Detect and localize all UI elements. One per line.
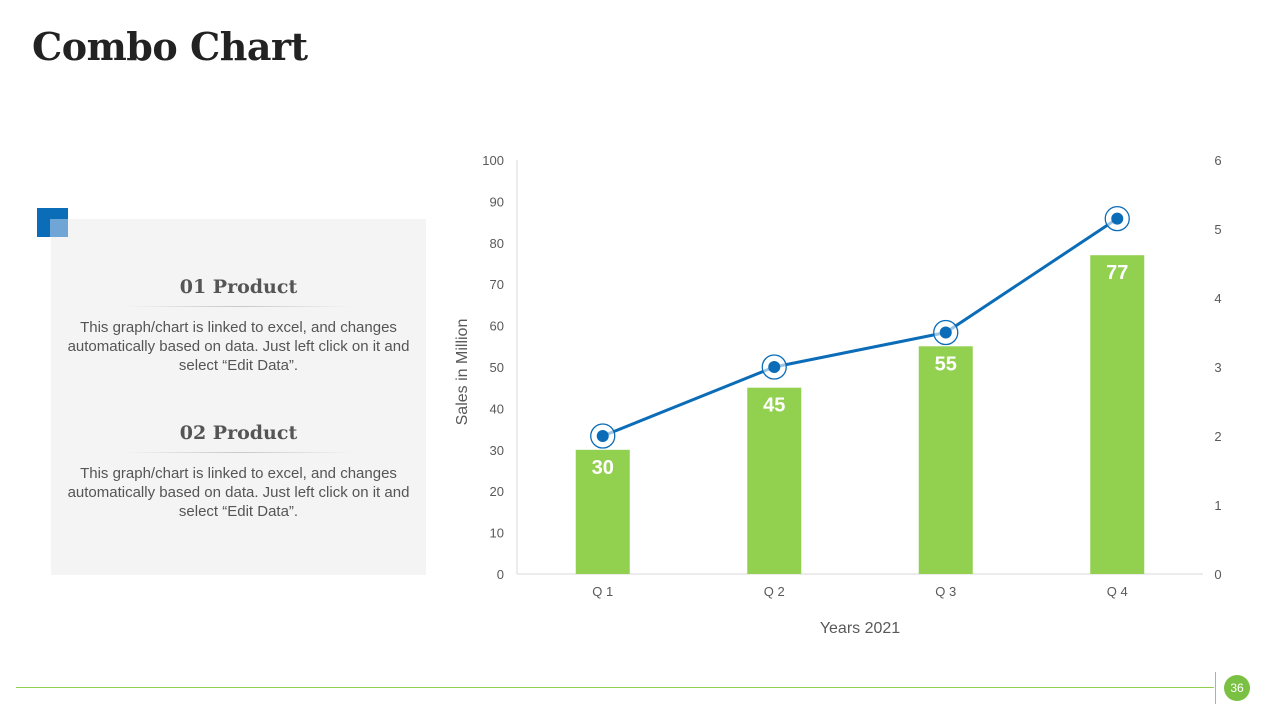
y-tick-label: 20: [490, 484, 504, 499]
y-tick-label: 90: [490, 194, 504, 209]
x-axis-title: Years 2021: [820, 620, 900, 637]
y-tick-label: 80: [490, 236, 504, 251]
footer-divider: [16, 687, 1214, 688]
product-2-heading: 02 Product: [179, 422, 298, 444]
y-tick-label: 100: [482, 153, 504, 168]
page-number-badge: 36: [1224, 675, 1250, 701]
bar: [575, 449, 630, 574]
y-tick-label: 60: [490, 319, 504, 334]
description-panel: 01 Product This graph/chart is linked to…: [51, 219, 426, 575]
product-1-heading: 01 Product: [179, 276, 298, 298]
y2-tick-label: 3: [1214, 360, 1221, 375]
y2-tick-label: 5: [1214, 222, 1221, 237]
y2-tick-label: 6: [1214, 153, 1221, 168]
bar-value-label: 77: [1106, 262, 1128, 284]
y2-tick-label: 4: [1214, 291, 1221, 306]
bar: [1090, 255, 1145, 574]
product-card-1: 01 Product This graph/chart is linked to…: [51, 275, 426, 375]
product-1-divider: [123, 306, 354, 307]
x-tick-label: Q 2: [764, 584, 785, 599]
y-axis-title: Sales in Million: [454, 319, 471, 426]
trend-marker: [1111, 212, 1124, 225]
bar-value-label: 55: [935, 353, 957, 375]
y-tick-label: 40: [490, 401, 504, 416]
page-title: Combo Chart: [32, 24, 308, 69]
y2-tick-label: 1: [1214, 498, 1221, 513]
trend-marker: [939, 326, 952, 339]
y2-tick-label: 0: [1214, 567, 1221, 582]
footer-tick: [1215, 672, 1216, 704]
x-tick-label: Q 4: [1107, 584, 1128, 599]
trend-line: [602, 217, 1119, 438]
bar-value-label: 45: [763, 395, 785, 417]
y-tick-label: 30: [490, 443, 504, 458]
y-tick-label: 0: [497, 567, 504, 582]
bar-value-label: 30: [592, 457, 614, 479]
y-tick-label: 70: [490, 277, 504, 292]
product-card-2: 02 Product This graph/chart is linked to…: [51, 421, 426, 521]
x-tick-label: Q 1: [592, 584, 613, 599]
accent-square-light: [50, 219, 68, 237]
y2-tick-label: 2: [1214, 429, 1221, 444]
trend-marker: [768, 361, 781, 373]
trend-marker: [596, 430, 609, 442]
product-2-body: This graph/chart is linked to excel, and…: [67, 465, 410, 520]
bar: [747, 387, 802, 574]
product-2-divider: [123, 452, 354, 453]
y-tick-label: 50: [490, 360, 504, 375]
bar: [918, 346, 973, 574]
product-1-body: This graph/chart is linked to excel, and…: [67, 319, 410, 374]
x-tick-label: Q 3: [935, 584, 956, 599]
y-tick-label: 10: [490, 526, 504, 541]
